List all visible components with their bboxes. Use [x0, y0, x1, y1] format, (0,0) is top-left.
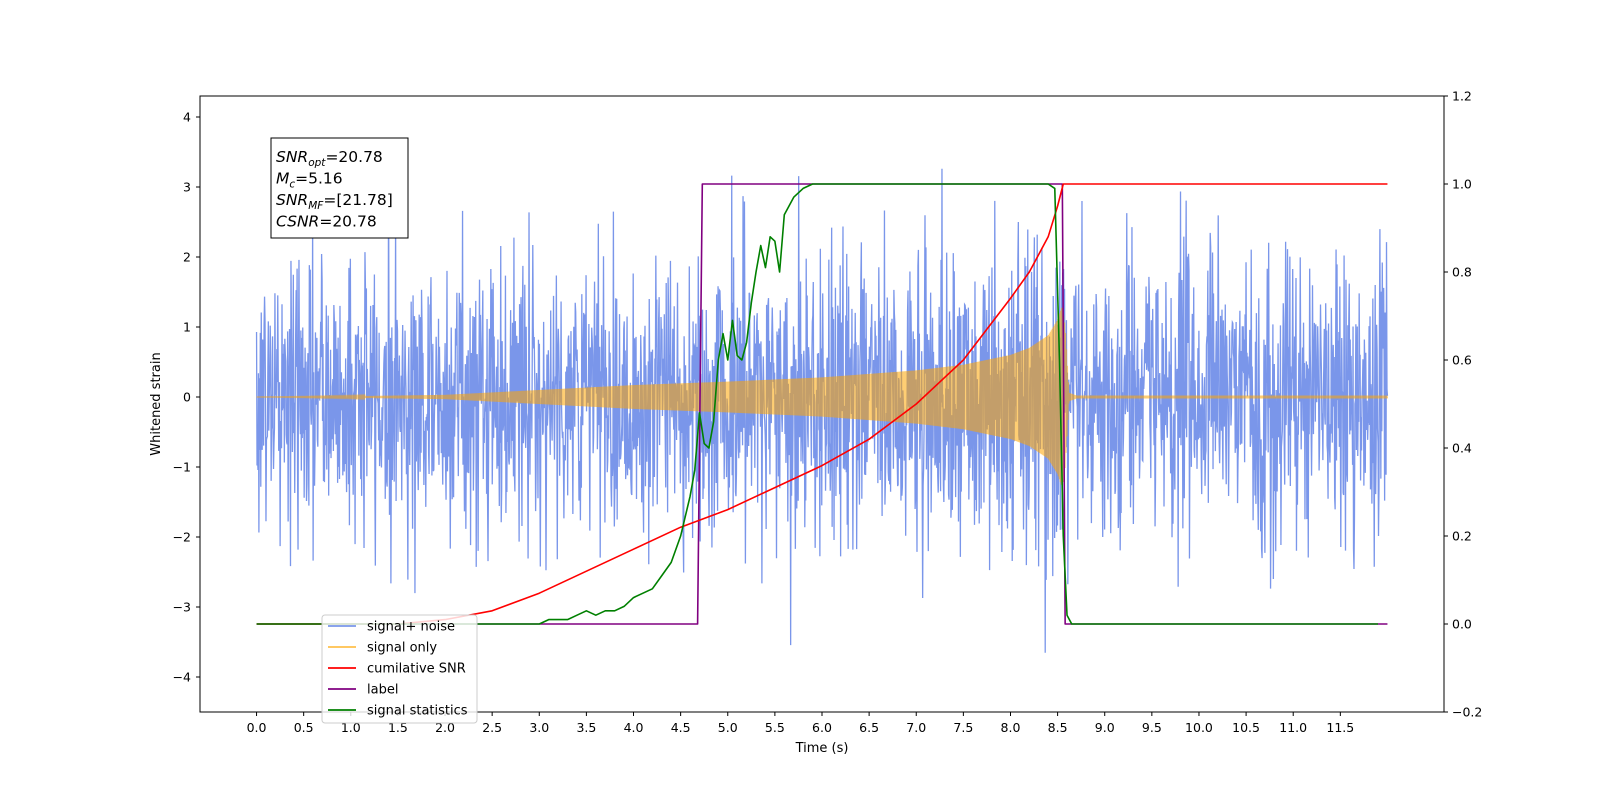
x-tick-label: 2.0 [435, 720, 455, 735]
x-tick-label: 2.5 [482, 720, 502, 735]
x-tick-label: 7.5 [953, 720, 973, 735]
x-axis-label: Time (s) [795, 741, 849, 756]
y2-tick-label: 0.8 [1452, 265, 1472, 280]
x-tick-label: 6.0 [812, 720, 832, 735]
legend-frame [321, 614, 478, 724]
x-tick-label: 8.5 [1048, 720, 1068, 735]
x-tick-label: 9.5 [1142, 720, 1162, 735]
legend-label-cumulative-snr: cumilative SNR [367, 662, 466, 677]
annotation-line: SNRMF=[21.78] [276, 191, 393, 212]
y-axis-label: Whitened strain [149, 352, 164, 455]
y2-tick-label: 0.2 [1452, 529, 1472, 544]
y2-tick-label: 1.0 [1452, 177, 1472, 192]
x-tick-label: 7.0 [906, 720, 926, 735]
legend-label-signal-only: signal only [367, 641, 437, 656]
series-signal-noise-line [255, 168, 1389, 653]
annotation-line: Mc=5.16 [276, 170, 343, 191]
legend-label-signal-statistics: signal statistics [367, 704, 468, 719]
y-tick-label: 4 [183, 110, 191, 125]
annotation-line: SNRopt=20.78 [276, 148, 383, 169]
y-tick-label: 2 [183, 250, 191, 265]
x-tick-label: 1.0 [341, 720, 361, 735]
legend-label-signal-noise: signal+ noise [367, 620, 455, 635]
x-tick-label: 4.0 [624, 720, 644, 735]
y2-tick-label: 0.0 [1452, 617, 1472, 632]
y2-tick-label: 1.2 [1452, 89, 1472, 104]
y-tick-label: −3 [173, 600, 191, 615]
legend: signal+ noise signal only cumilative SNR la… [321, 614, 478, 724]
x-tick-label: 5.0 [718, 720, 738, 735]
y2-tick-label: 0.4 [1452, 441, 1472, 456]
stats-annotation-box: SNRopt=20.78Mc=5.16SNRMF=[21.78]CSNR=20.… [270, 137, 409, 239]
x-tick-label: 0.5 [294, 720, 314, 735]
x-tick-label: 3.5 [576, 720, 596, 735]
x-tick-label: 1.5 [388, 720, 408, 735]
y-tick-label: −4 [173, 670, 191, 685]
y-tick-label: 0 [183, 390, 191, 405]
y-tick-label: 1 [183, 320, 191, 335]
series-signal-only-line [256, 307, 1389, 488]
series-signal-statistics-line [256, 183, 1379, 625]
x-tick-label: 8.0 [1001, 720, 1021, 735]
x-tick-label: 11.5 [1326, 720, 1354, 735]
x-tick-label: 3.0 [529, 720, 549, 735]
x-tick-label: 4.5 [671, 720, 691, 735]
x-tick-label: 10.5 [1232, 720, 1260, 735]
x-tick-label: 10.0 [1185, 720, 1213, 735]
x-tick-label: 5.5 [765, 720, 785, 735]
annotation-line: CSNR=20.78 [276, 213, 377, 231]
y-tick-label: −2 [173, 530, 191, 545]
y-tick-label: −1 [173, 460, 191, 475]
x-tick-label: 0.0 [247, 720, 267, 735]
legend-label-label: label [367, 683, 398, 698]
y2-tick-label: 0.6 [1452, 353, 1472, 368]
x-tick-label: 9.0 [1095, 720, 1115, 735]
x-tick-label: 6.5 [859, 720, 879, 735]
annotation-frame [270, 137, 409, 239]
x-tick-label: 11.0 [1279, 720, 1307, 735]
y2-tick-label: −0.2 [1452, 705, 1482, 720]
y-tick-label: 3 [183, 180, 191, 195]
